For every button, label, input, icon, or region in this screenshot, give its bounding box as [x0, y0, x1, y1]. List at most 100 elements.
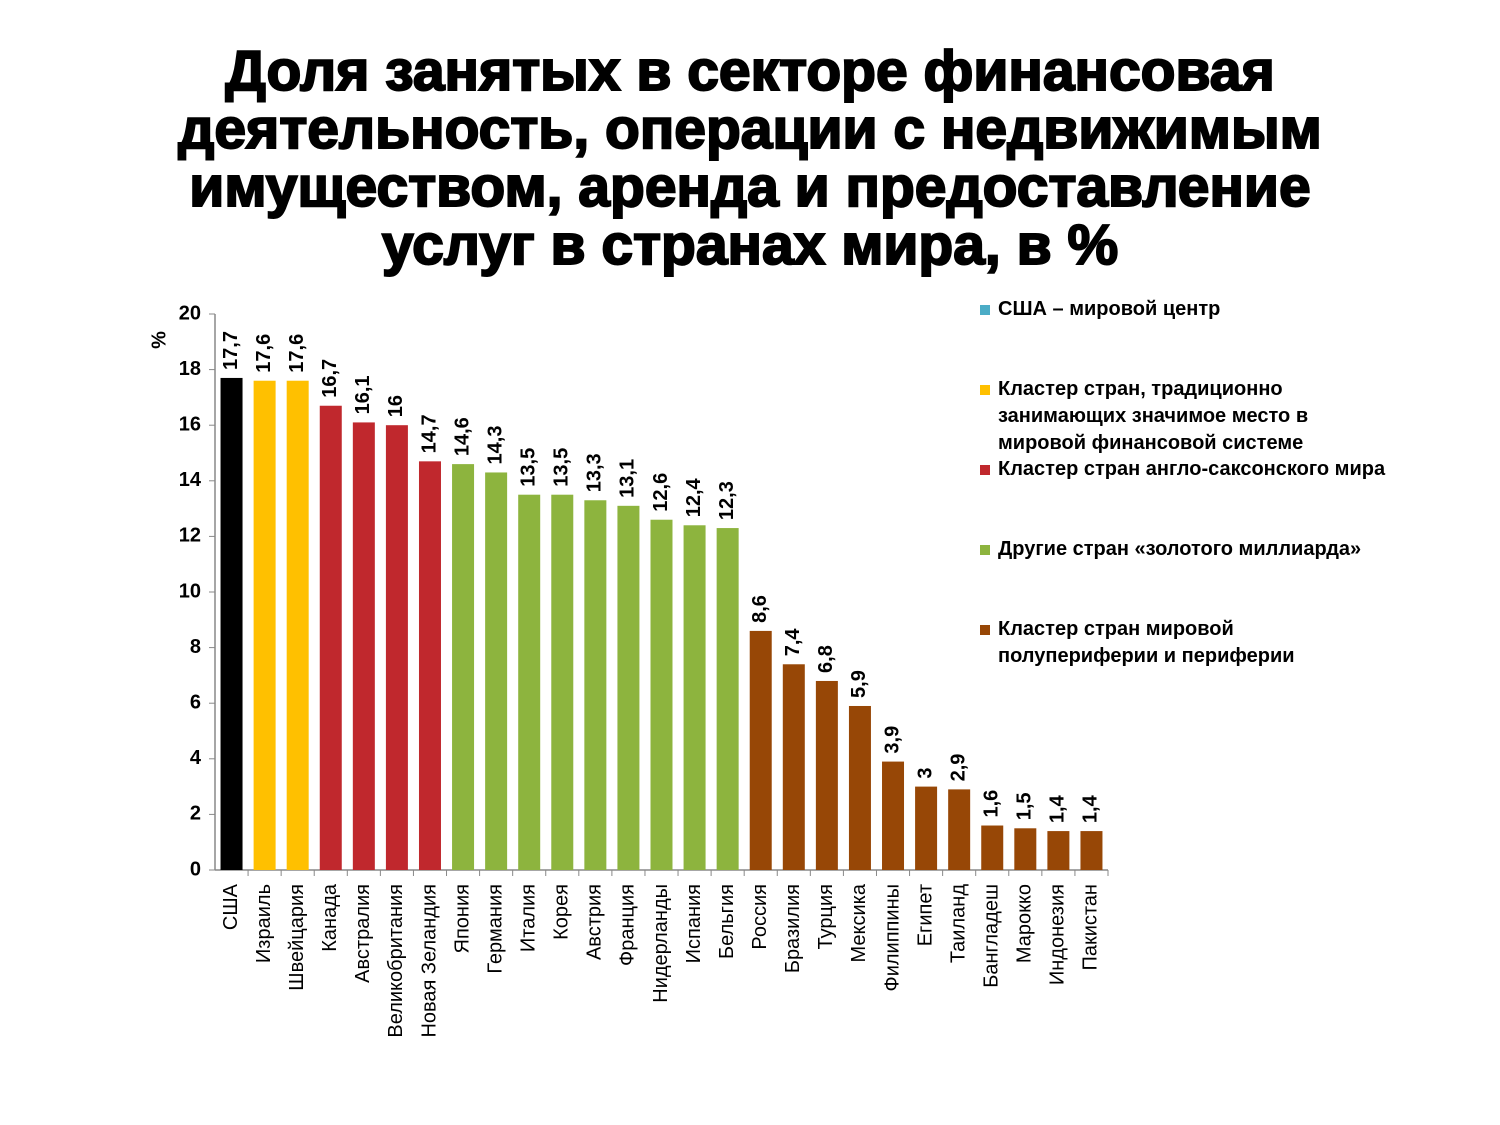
legend-swatch	[980, 385, 990, 395]
x-tick-label: Пакистан	[1080, 884, 1102, 971]
legend-item: Кластер стран, традиционно занимающих зн…	[980, 376, 1398, 457]
x-tick-label: Филиппины	[881, 884, 903, 991]
bar	[518, 494, 541, 870]
value-label: 6,8	[815, 645, 837, 673]
x-tick-label: Испания	[683, 884, 705, 963]
x-tick-label: Канада	[319, 883, 341, 952]
x-tick-label: Новая Зеландия	[418, 884, 440, 1038]
legend-swatch	[980, 305, 990, 315]
x-tick-label: Турция	[815, 884, 837, 949]
y-axis-label: %	[148, 331, 170, 349]
value-label: 14,7	[418, 414, 440, 453]
bar	[882, 761, 905, 870]
value-label: 12,3	[716, 481, 738, 520]
y-tick-label: 18	[179, 358, 201, 380]
bar	[220, 377, 243, 870]
value-label: 16,1	[352, 375, 374, 414]
value-label: 2,9	[947, 754, 969, 782]
value-label: 1,6	[981, 790, 1003, 818]
value-label: 17,6	[253, 334, 275, 373]
x-tick-label: Австрия	[584, 884, 606, 960]
value-label: 1,5	[1014, 792, 1036, 820]
x-tick-label: Россия	[749, 884, 771, 950]
legend-swatch	[980, 465, 990, 475]
legend-swatch	[980, 625, 990, 635]
x-tick-label: Египет	[914, 884, 936, 946]
legend-item: Кластер стран мировой полупериферии и пе…	[980, 616, 1398, 670]
value-label: 3	[914, 767, 936, 778]
y-tick-label: 4	[190, 747, 202, 769]
value-label: 1,4	[1047, 794, 1069, 823]
bar	[385, 425, 408, 870]
legend-label: Кластер стран мировой полупериферии и пе…	[998, 618, 1295, 667]
legend-item: Кластер стран англо-саксонского мира	[980, 456, 1398, 483]
value-label: 12,4	[683, 477, 705, 517]
chart-title: Доля занятых в секторе финансовая деятел…	[177, 39, 1323, 277]
bar	[981, 825, 1004, 870]
value-label: 14,6	[451, 417, 473, 456]
value-label: 16,7	[319, 359, 341, 398]
y-tick-label: 14	[179, 469, 202, 491]
x-tick-label: Франция	[617, 884, 639, 966]
bar	[848, 705, 871, 870]
x-tick-label: Италия	[517, 884, 539, 952]
y-tick-label: 8	[190, 636, 201, 658]
bar	[617, 505, 640, 870]
x-tick-label: Япония	[451, 884, 473, 953]
x-tick-label: Индонезия	[1047, 884, 1069, 985]
x-tick-label: Бангладеш	[981, 884, 1003, 988]
bar	[683, 525, 706, 870]
y-tick-label: 10	[179, 580, 201, 602]
bar	[452, 464, 475, 870]
value-label: 16	[385, 395, 407, 417]
bar	[915, 786, 938, 870]
bar	[253, 380, 276, 870]
x-tick-label: Мексика	[848, 883, 870, 962]
legend-item: США – мировой центр	[980, 296, 1398, 323]
bar	[352, 422, 375, 870]
x-tick-label: Израиль	[253, 884, 275, 963]
bar	[650, 519, 673, 870]
bar	[782, 664, 805, 870]
x-tick-label: Германия	[484, 884, 506, 974]
bar	[749, 630, 772, 870]
value-label: 1,4	[1080, 794, 1102, 823]
bar	[418, 461, 441, 870]
value-label: 13,5	[551, 448, 573, 487]
x-tick-label: Бразилия	[782, 884, 804, 973]
y-tick-label: 12	[179, 525, 201, 547]
legend-label: Кластер стран, традиционно занимающих зн…	[998, 378, 1309, 454]
value-label: 8,6	[749, 595, 771, 623]
bar	[815, 680, 838, 870]
x-tick-label: Марокко	[1014, 884, 1036, 963]
legend-label: США – мировой центр	[998, 298, 1221, 320]
y-tick-label: 0	[190, 858, 201, 880]
value-label: 3,9	[881, 726, 903, 754]
bar	[485, 472, 508, 870]
value-label: 17,7	[220, 331, 242, 370]
bar	[319, 405, 342, 870]
value-label: 17,6	[286, 334, 308, 373]
x-tick-label: США	[220, 883, 242, 930]
bar	[1047, 831, 1070, 870]
x-tick-label: Таиланд	[947, 884, 969, 963]
value-label: 12,6	[650, 473, 672, 512]
legend-label: Кластер стран англо-саксонского мира	[998, 458, 1386, 480]
value-label: 13,5	[517, 448, 539, 487]
x-tick-label: Швейцария	[286, 884, 308, 991]
value-label: 7,4	[782, 628, 804, 657]
x-tick-label: Великобритания	[385, 884, 407, 1038]
bar	[286, 380, 309, 870]
bar	[551, 494, 574, 870]
value-label: 5,9	[848, 670, 870, 698]
legend-swatch	[980, 545, 990, 555]
value-label: 13,1	[617, 459, 639, 498]
bar	[948, 789, 971, 870]
x-tick-label: Бельгия	[716, 884, 738, 959]
x-tick-label: Австралия	[352, 884, 374, 983]
y-tick-label: 2	[190, 803, 201, 825]
value-label: 13,3	[584, 453, 606, 492]
y-tick-label: 6	[190, 691, 201, 713]
